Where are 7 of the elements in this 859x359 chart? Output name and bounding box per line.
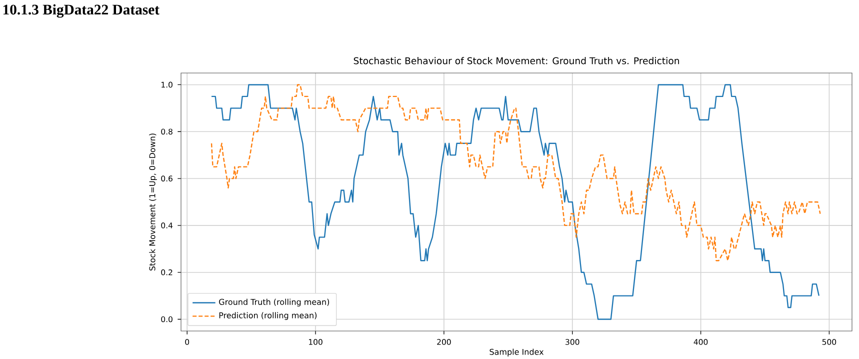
chart-title: Stochastic Behaviour of Stock Movement: Ground Truth vs. Prediction [354, 57, 679, 64]
legend-label: Prediction (rolling mean) [219, 312, 317, 320]
x-axis-title: Sample Index [490, 348, 544, 356]
y-axis-title: Stock Movement (1=Up, 0=Down) [149, 134, 157, 271]
text: 10.1.3 BigData22 Dataset [3, 4, 160, 18]
line-series [210, 84, 820, 320]
legend-label: Ground Truth (rolling mean) [219, 298, 330, 306]
